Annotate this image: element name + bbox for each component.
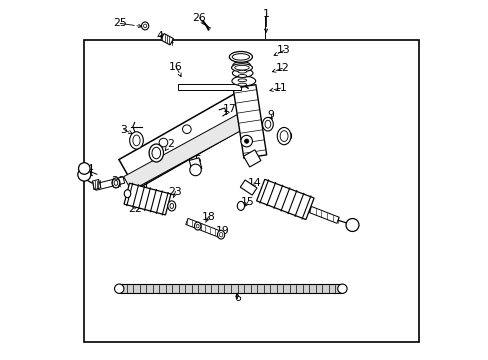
Ellipse shape (124, 190, 130, 198)
Ellipse shape (143, 24, 146, 28)
Ellipse shape (232, 54, 249, 60)
Polygon shape (256, 179, 313, 220)
Text: 11: 11 (273, 83, 287, 93)
Text: 18: 18 (201, 212, 215, 222)
Polygon shape (119, 93, 252, 190)
Text: 12: 12 (275, 63, 288, 73)
Text: 26: 26 (192, 13, 206, 23)
Text: 6: 6 (233, 293, 240, 303)
Ellipse shape (238, 79, 246, 82)
Text: 25: 25 (113, 18, 127, 28)
Circle shape (159, 138, 167, 147)
Polygon shape (240, 180, 257, 195)
Ellipse shape (231, 76, 255, 86)
Circle shape (244, 139, 248, 143)
Circle shape (78, 168, 91, 181)
Ellipse shape (264, 120, 270, 128)
Ellipse shape (280, 131, 287, 141)
Ellipse shape (234, 66, 249, 70)
Polygon shape (185, 219, 220, 237)
Polygon shape (123, 114, 246, 190)
Text: 3: 3 (120, 125, 127, 135)
Ellipse shape (217, 230, 224, 239)
Ellipse shape (238, 75, 246, 77)
Text: 5: 5 (194, 155, 201, 165)
Polygon shape (243, 150, 261, 167)
Polygon shape (161, 33, 173, 45)
Circle shape (182, 125, 191, 134)
Circle shape (79, 163, 90, 174)
Polygon shape (233, 85, 266, 158)
Text: 9: 9 (267, 110, 274, 120)
Polygon shape (120, 284, 341, 293)
Text: 13: 13 (277, 45, 290, 55)
Text: 14: 14 (247, 178, 261, 188)
Polygon shape (308, 207, 339, 223)
Text: 22: 22 (127, 204, 142, 214)
Circle shape (114, 284, 123, 293)
Ellipse shape (238, 83, 246, 86)
Ellipse shape (114, 180, 118, 185)
Ellipse shape (277, 127, 290, 145)
Text: 4: 4 (156, 31, 163, 41)
Polygon shape (124, 183, 171, 215)
Text: 23: 23 (168, 186, 182, 197)
Text: 19: 19 (215, 226, 228, 236)
Ellipse shape (237, 202, 244, 210)
Circle shape (189, 164, 201, 176)
Ellipse shape (141, 22, 148, 30)
Text: 24: 24 (80, 164, 94, 174)
Ellipse shape (229, 51, 252, 62)
Ellipse shape (238, 70, 246, 73)
Ellipse shape (170, 203, 173, 208)
Text: 10: 10 (280, 132, 293, 142)
Circle shape (241, 135, 252, 147)
Text: 1: 1 (262, 9, 269, 19)
Ellipse shape (149, 144, 163, 162)
Polygon shape (178, 84, 241, 90)
Ellipse shape (232, 62, 250, 69)
Polygon shape (94, 177, 124, 190)
Ellipse shape (129, 132, 143, 149)
Text: 16: 16 (169, 62, 183, 72)
Text: 7: 7 (248, 128, 255, 138)
Text: 20: 20 (111, 176, 125, 186)
Ellipse shape (219, 233, 223, 237)
Ellipse shape (167, 201, 175, 211)
Ellipse shape (231, 64, 252, 72)
Text: 8: 8 (253, 147, 260, 157)
Text: 2: 2 (167, 139, 174, 149)
Ellipse shape (262, 117, 273, 131)
Circle shape (346, 219, 358, 231)
Ellipse shape (133, 135, 140, 146)
Ellipse shape (152, 147, 160, 159)
Text: 21: 21 (136, 182, 149, 192)
Bar (84, 40, 418, 342)
Circle shape (337, 284, 346, 293)
Text: 15: 15 (241, 197, 254, 207)
Ellipse shape (196, 224, 199, 228)
Polygon shape (92, 179, 101, 190)
Ellipse shape (112, 178, 120, 188)
Text: 17: 17 (222, 104, 236, 114)
Polygon shape (189, 158, 202, 171)
Ellipse shape (232, 69, 252, 77)
Ellipse shape (194, 222, 201, 230)
